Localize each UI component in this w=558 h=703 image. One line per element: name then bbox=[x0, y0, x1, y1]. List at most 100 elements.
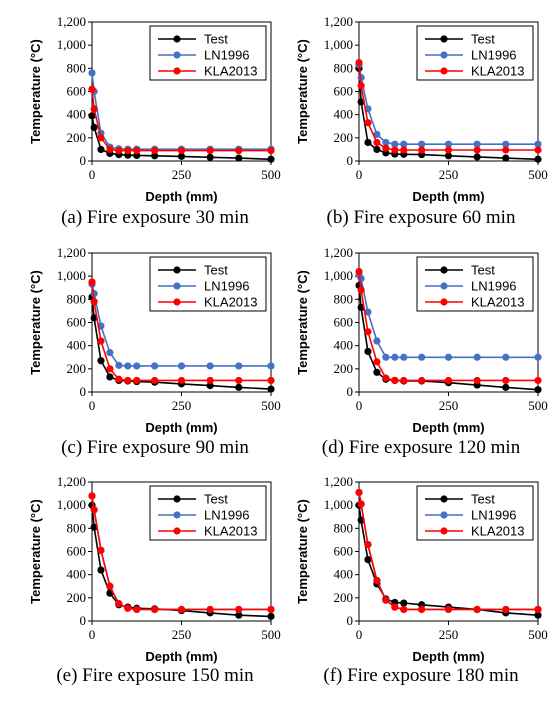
data-point-KLA2013 bbox=[357, 500, 365, 508]
data-point-Test bbox=[97, 357, 105, 365]
x-tick-label: 250 bbox=[172, 398, 192, 413]
legend-label-LN1996: LN1996 bbox=[471, 48, 517, 63]
data-point-KLA2013 bbox=[151, 146, 159, 155]
panel-caption: (f) Fire exposure 180 min bbox=[323, 665, 519, 686]
series-line-Test bbox=[91, 296, 272, 390]
data-point-KLA2013 bbox=[151, 605, 159, 614]
y-tick-label: 0 bbox=[347, 384, 354, 399]
data-point-Test bbox=[267, 155, 275, 163]
data-point-KLA2013 bbox=[473, 146, 481, 154]
data-point-KLA2013 bbox=[206, 376, 214, 385]
legend-marker-KLA2013 bbox=[173, 298, 181, 306]
data-point-KLA2013 bbox=[267, 146, 275, 155]
data-point-Test bbox=[502, 383, 510, 391]
data-point-KLA2013 bbox=[382, 144, 390, 152]
y-tick-label: 1,200 bbox=[57, 245, 86, 260]
data-point-KLA2013 bbox=[473, 376, 481, 385]
legend-marker-LN1996 bbox=[173, 511, 181, 519]
y-tick-label: 400 bbox=[67, 107, 87, 122]
data-point-LN1996 bbox=[400, 140, 408, 148]
data-point-LN1996 bbox=[364, 308, 372, 316]
data-point-KLA2013 bbox=[418, 376, 426, 385]
y-tick-label: 400 bbox=[334, 338, 354, 353]
data-point-Test bbox=[235, 611, 243, 619]
data-point-LN1996 bbox=[151, 362, 159, 370]
data-point-KLA2013 bbox=[115, 146, 123, 155]
data-point-KLA2013 bbox=[400, 605, 408, 614]
y-tick-label: 800 bbox=[334, 520, 354, 535]
y-tick-label: 0 bbox=[80, 384, 87, 399]
legend-label-KLA2013: KLA2013 bbox=[471, 295, 525, 310]
legend-label-LN1996: LN1996 bbox=[471, 508, 517, 523]
y-tick-label: 400 bbox=[67, 338, 87, 353]
x-tick-label: 500 bbox=[261, 627, 281, 642]
y-tick-label: 800 bbox=[334, 60, 354, 75]
x-axis-title: Depth (mm) bbox=[412, 420, 484, 435]
data-point-KLA2013 bbox=[88, 278, 96, 286]
data-point-LN1996 bbox=[534, 140, 542, 148]
y-tick-label: 200 bbox=[334, 361, 354, 376]
y-tick-label: 400 bbox=[334, 567, 354, 582]
x-tick-label: 500 bbox=[261, 398, 281, 413]
data-point-KLA2013 bbox=[355, 267, 363, 276]
data-point-KLA2013 bbox=[88, 492, 96, 500]
data-point-KLA2013 bbox=[355, 488, 363, 497]
data-point-KLA2013 bbox=[400, 146, 408, 154]
y-tick-label: 0 bbox=[80, 613, 87, 628]
legend-label-Test: Test bbox=[471, 492, 495, 507]
data-point-LN1996 bbox=[267, 362, 275, 370]
x-tick-label: 0 bbox=[89, 167, 96, 182]
data-point-Test bbox=[151, 152, 159, 160]
data-point-KLA2013 bbox=[124, 146, 132, 155]
y-tick-label: 1,200 bbox=[57, 14, 86, 29]
data-point-KLA2013 bbox=[267, 605, 275, 614]
y-tick-label: 600 bbox=[67, 315, 87, 330]
series-line-KLA2013 bbox=[358, 492, 538, 611]
data-point-LN1996 bbox=[115, 361, 123, 369]
y-tick-label: 600 bbox=[67, 84, 87, 99]
y-tick-label: 800 bbox=[67, 520, 87, 535]
y-tick-label: 200 bbox=[334, 130, 354, 145]
legend-marker-Test bbox=[173, 266, 181, 274]
data-point-Test bbox=[206, 153, 214, 161]
data-point-KLA2013 bbox=[391, 376, 399, 385]
y-tick-label: 800 bbox=[67, 291, 87, 306]
legend-marker-LN1996 bbox=[173, 282, 181, 290]
legend-label-Test: Test bbox=[204, 263, 228, 278]
data-point-KLA2013 bbox=[391, 603, 399, 611]
series-line-KLA2013 bbox=[91, 281, 271, 382]
data-point-KLA2013 bbox=[235, 376, 243, 385]
data-point-KLA2013 bbox=[534, 146, 542, 154]
data-point-LN1996 bbox=[88, 69, 96, 77]
data-point-Test bbox=[373, 145, 381, 154]
y-tick-label: 1,200 bbox=[324, 474, 353, 489]
legend-marker-LN1996 bbox=[440, 282, 448, 290]
data-point-KLA2013 bbox=[382, 374, 390, 382]
series-line-Test bbox=[91, 505, 272, 618]
data-point-LN1996 bbox=[177, 362, 186, 370]
y-tick-label: 1,000 bbox=[57, 37, 86, 52]
y-tick-label: 200 bbox=[334, 590, 354, 605]
data-point-KLA2013 bbox=[373, 358, 381, 366]
data-point-KLA2013 bbox=[534, 605, 542, 614]
data-point-KLA2013 bbox=[88, 85, 96, 93]
chart-panel-4: 0 200 400 600 800 1,000 1,200 0 250 500 Depth (mm)… bbox=[28, 474, 281, 686]
data-point-KLA2013 bbox=[267, 376, 275, 385]
y-tick-label: 600 bbox=[334, 544, 354, 559]
data-point-LN1996 bbox=[373, 130, 381, 138]
data-point-KLA2013 bbox=[357, 286, 365, 294]
data-point-Test bbox=[364, 347, 372, 356]
x-tick-label: 250 bbox=[439, 627, 459, 642]
legend-marker-Test bbox=[173, 35, 181, 43]
data-point-KLA2013 bbox=[444, 605, 453, 614]
data-point-KLA2013 bbox=[133, 605, 141, 614]
data-point-Test bbox=[534, 611, 542, 619]
y-tick-label: 800 bbox=[67, 60, 87, 75]
x-tick-label: 500 bbox=[528, 167, 548, 182]
data-point-LN1996 bbox=[534, 353, 542, 361]
data-point-KLA2013 bbox=[106, 145, 114, 154]
x-tick-label: 250 bbox=[172, 627, 192, 642]
legend-marker-KLA2013 bbox=[440, 527, 448, 535]
data-point-Test bbox=[97, 566, 105, 574]
data-point-LN1996 bbox=[373, 337, 381, 345]
